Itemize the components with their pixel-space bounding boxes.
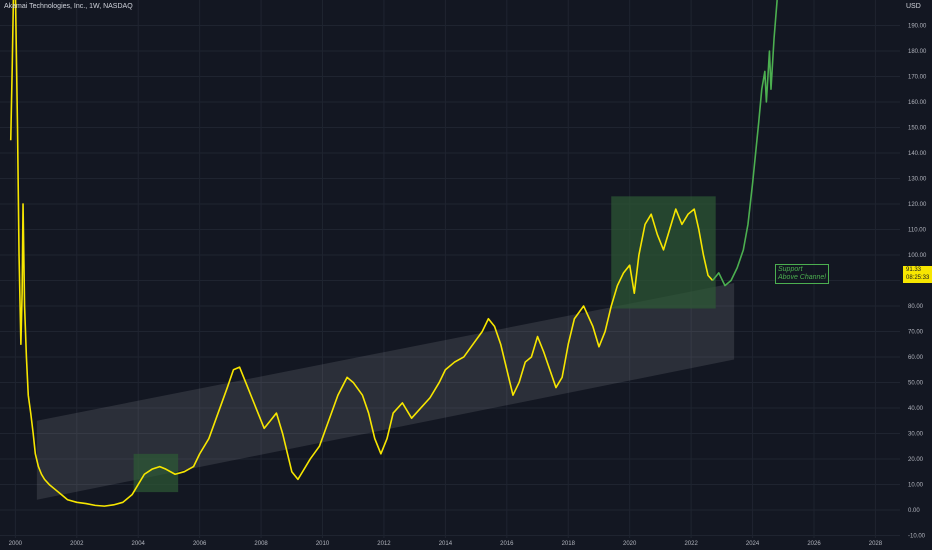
- x-tick-label: 2022: [684, 541, 698, 547]
- bar-countdown: 08:25:33: [906, 275, 930, 281]
- y-tick-label: 180.00: [908, 49, 927, 55]
- x-tick-label: 2026: [807, 541, 821, 547]
- projection-price-line: [712, 0, 778, 287]
- x-tick-label: 2004: [132, 541, 146, 547]
- x-tick-label: 2010: [316, 541, 330, 547]
- x-tick-label: 2012: [377, 541, 391, 547]
- channel-band: [36, 283, 735, 500]
- y-tick-label: -10.00: [908, 533, 926, 539]
- y-tick-label: 0.00: [908, 508, 920, 514]
- history-price-line: [9, 0, 714, 507]
- y-tick-label: 40.00: [908, 406, 924, 412]
- y-tick-label: 150.00: [908, 125, 927, 131]
- y-tick-label: 60.00: [908, 355, 924, 361]
- y-tick-label: 110.00: [908, 227, 927, 233]
- highlight-box: [611, 196, 716, 309]
- y-tick-label: 30.00: [908, 431, 924, 437]
- x-axis-tick-labels: 2000 2002 2004 2006 2008 2010 2012 2014 2016 2018…: [9, 541, 883, 547]
- y-tick-label: 80.00: [908, 304, 924, 310]
- y-tick-label: 120.00: [908, 202, 927, 208]
- y-tick-label: 140.00: [908, 151, 927, 157]
- highlight-box: [133, 453, 179, 493]
- x-tick-label: 2020: [623, 541, 637, 547]
- price-series: [9, 0, 778, 507]
- x-tick-label: 2014: [439, 541, 453, 547]
- last-price-tag: 91.33 08:25:33: [903, 266, 932, 283]
- x-tick-label: 2002: [70, 541, 84, 547]
- x-tick-label: 2028: [869, 541, 883, 547]
- x-tick-label: 2024: [746, 541, 760, 547]
- annotation-line-2: Above Channel: [778, 274, 826, 281]
- y-tick-label: 190.00: [908, 23, 927, 29]
- y-tick-label: 130.00: [908, 176, 927, 182]
- y-tick-label: 20.00: [908, 457, 924, 463]
- x-tick-label: 2018: [562, 541, 576, 547]
- annotation-line-1: Support: [778, 266, 803, 273]
- y-tick-label: 170.00: [908, 74, 927, 80]
- y-tick-label: 160.00: [908, 100, 927, 106]
- last-price-value: 91.33: [906, 267, 922, 273]
- currency-label: USD: [906, 3, 921, 10]
- y-tick-label: 10.00: [908, 482, 924, 488]
- price-channel: [36, 283, 735, 500]
- y-tick-label: 100.00: [908, 253, 927, 259]
- support-annotation[interactable]: Support Above Channel: [775, 264, 829, 284]
- x-tick-label: 2000: [9, 541, 23, 547]
- x-tick-label: 2008: [254, 541, 268, 547]
- x-tick-label: 2016: [500, 541, 514, 547]
- y-tick-label: 70.00: [908, 329, 924, 335]
- y-tick-label: 50.00: [908, 380, 924, 386]
- chart-title: Akamai Technologies, Inc., 1W, NASDAQ: [4, 3, 133, 10]
- x-tick-label: 2006: [193, 541, 207, 547]
- highlight-boxes: [133, 196, 716, 493]
